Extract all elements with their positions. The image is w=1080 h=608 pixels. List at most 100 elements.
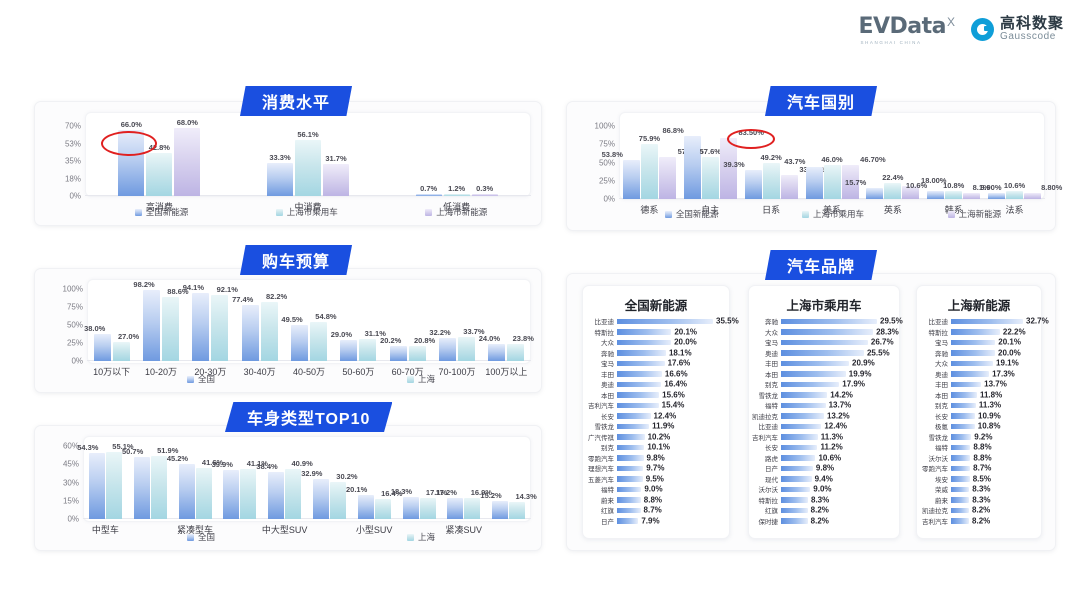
rank-bar[interactable] <box>781 371 846 377</box>
rank-row[interactable]: 宝马 26.7% <box>749 337 894 348</box>
bar[interactable]: 41.1% <box>240 459 268 519</box>
rank-row[interactable]: 雪铁龙 14.2% <box>749 390 891 401</box>
bar[interactable]: 38.4% <box>256 462 285 519</box>
rank-bar[interactable] <box>617 339 672 345</box>
rank-row[interactable]: 丰田 16.6% <box>583 369 721 380</box>
rank-row[interactable]: 红旗 8.7% <box>583 505 721 516</box>
bar[interactable]: 14.3% <box>509 492 537 519</box>
rank-bar[interactable] <box>781 486 811 492</box>
rank-row[interactable]: 宝马 20.1% <box>917 337 1033 348</box>
rank-row[interactable]: 特斯拉 8.3% <box>749 495 891 506</box>
rank-bar[interactable] <box>617 455 644 461</box>
rank-row[interactable]: 雪铁龙 11.9% <box>583 421 721 432</box>
bar[interactable]: 20.8% <box>408 336 435 361</box>
rank-row[interactable]: 奔驰 29.5% <box>749 316 903 327</box>
bar[interactable]: 38.0% <box>84 324 111 361</box>
rank-bar[interactable] <box>781 465 813 471</box>
rank-bar[interactable] <box>781 455 816 461</box>
rank-bar[interactable] <box>781 497 808 503</box>
bar[interactable]: 41.6% <box>195 458 223 519</box>
rank-bar[interactable] <box>781 381 840 387</box>
rank-row[interactable]: 凯迪拉克 8.2% <box>917 505 1033 516</box>
rank-row[interactable]: 大众 19.1% <box>917 358 1033 369</box>
rank-row[interactable]: 极氪 10.8% <box>917 421 1033 432</box>
rank-row[interactable]: 吉利汽车 11.3% <box>749 432 891 443</box>
rank-row[interactable]: 比亚迪 12.4% <box>749 421 891 432</box>
legend-item[interactable]: 全国新能源 <box>664 208 718 220</box>
rank-row[interactable]: 吉利汽车 15.4% <box>583 400 721 411</box>
rank-row[interactable]: 五菱汽车 9.5% <box>583 474 721 485</box>
rank-bar[interactable] <box>951 381 982 387</box>
bar[interactable]: 39.3% <box>723 160 762 199</box>
rank-bar[interactable] <box>951 455 971 461</box>
bar[interactable]: 16.4% <box>374 489 402 519</box>
bar[interactable]: 23.8% <box>507 334 534 361</box>
bar[interactable]: 17.2% <box>436 488 464 519</box>
rank-bar[interactable] <box>617 423 650 429</box>
bar[interactable]: 57.70% <box>658 147 703 199</box>
bar[interactable]: 0.7% <box>415 184 442 196</box>
rank-bar[interactable] <box>617 329 672 335</box>
legend-item[interactable]: 上海市乘用车 <box>801 208 864 220</box>
rank-bar[interactable] <box>617 518 639 524</box>
bar[interactable]: 40.9% <box>285 459 313 519</box>
bar[interactable]: 22.4% <box>882 173 903 199</box>
rank-bar[interactable] <box>951 402 976 408</box>
legend-item[interactable]: 上海 <box>406 373 435 385</box>
rank-bar[interactable] <box>951 476 970 482</box>
rank-bar[interactable] <box>617 486 642 492</box>
bar[interactable]: 43.7% <box>784 157 823 199</box>
rank-bar[interactable] <box>781 402 826 408</box>
bar[interactable]: 98.2% <box>133 280 160 361</box>
bar[interactable]: 82.2% <box>260 292 287 361</box>
rank-row[interactable]: 本田 11.8% <box>917 390 1033 401</box>
rank-bar[interactable] <box>781 339 868 345</box>
rank-row[interactable]: 奥迪 17.3% <box>917 369 1033 380</box>
rank-row[interactable]: 蔚来 8.8% <box>583 495 721 506</box>
rank-row[interactable]: 比亚迪 35.5% <box>583 316 739 327</box>
rank-bar[interactable] <box>781 392 828 398</box>
bar[interactable]: 33.7% <box>458 327 485 361</box>
rank-row[interactable]: 凯迪拉克 13.2% <box>749 411 891 422</box>
rank-row[interactable]: 奥迪 16.4% <box>583 379 721 390</box>
rank-row[interactable]: 别克 10.1% <box>583 442 721 453</box>
rank-row[interactable]: 特斯拉 22.2% <box>917 327 1033 338</box>
rank-row[interactable]: 零跑汽车 8.7% <box>917 463 1033 474</box>
rank-row[interactable]: 理想汽车 9.7% <box>583 463 721 474</box>
bar[interactable]: 15.2% <box>480 491 509 519</box>
rank-bar[interactable] <box>617 381 662 387</box>
bar[interactable]: 46.0% <box>821 155 843 199</box>
bar[interactable]: 46.70% <box>841 155 886 199</box>
rank-bar[interactable] <box>781 318 877 324</box>
legend-item[interactable]: 上海新能源 <box>947 208 1001 220</box>
rank-bar[interactable] <box>617 413 651 419</box>
rank-bar[interactable] <box>617 476 643 482</box>
bar[interactable]: 15.7% <box>845 178 884 199</box>
rank-bar[interactable] <box>951 339 996 345</box>
rank-bar[interactable] <box>951 486 970 492</box>
bar[interactable]: 31.7% <box>323 154 349 196</box>
rank-bar[interactable] <box>951 465 971 471</box>
rank-bar[interactable] <box>951 413 975 419</box>
bar[interactable]: 55.1% <box>105 442 134 519</box>
bar[interactable]: 50.7% <box>122 447 150 519</box>
rank-row[interactable]: 埃安 8.5% <box>917 474 1033 485</box>
bar[interactable]: 51.9% <box>150 446 178 519</box>
rank-row[interactable]: 沃尔沃 9.0% <box>749 484 891 495</box>
bar[interactable]: 10.8% <box>943 181 964 199</box>
rank-row[interactable]: 大众 28.3% <box>749 327 899 338</box>
rank-bar[interactable] <box>951 423 975 429</box>
rank-row[interactable]: 现代 9.4% <box>749 474 891 485</box>
rank-bar[interactable] <box>617 465 644 471</box>
rank-row[interactable]: 奔驰 20.0% <box>917 348 1033 359</box>
rank-row[interactable]: 长安 10.9% <box>917 411 1033 422</box>
legend-item[interactable]: 全国 <box>186 373 215 385</box>
rank-bar[interactable] <box>781 329 874 335</box>
bar[interactable]: 1.2% <box>443 184 470 196</box>
rank-bar[interactable] <box>951 371 990 377</box>
rank-row[interactable]: 别克 11.3% <box>917 400 1033 411</box>
rank-row[interactable]: 本田 15.6% <box>583 390 721 401</box>
bar[interactable]: 68.0% <box>174 118 201 196</box>
legend-item[interactable]: 全国新能源 <box>134 206 188 218</box>
rank-bar[interactable] <box>951 434 972 440</box>
